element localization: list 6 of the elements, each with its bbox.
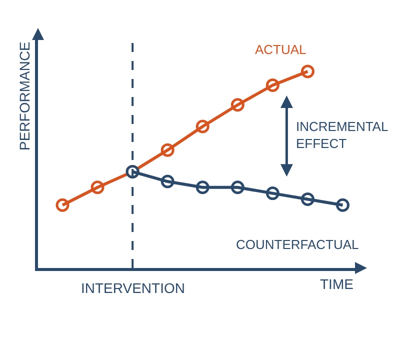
text: INTERVENTION: [81, 280, 185, 296]
text: COUNTERFACTUAL: [236, 237, 359, 252]
series-label: ACTUAL: [255, 42, 306, 57]
x-axis-title: TIME: [320, 276, 354, 292]
annotation: INCREMENTAL EFFECT: [296, 119, 388, 151]
y-axis-title: PERFORMANCE: [16, 42, 32, 150]
